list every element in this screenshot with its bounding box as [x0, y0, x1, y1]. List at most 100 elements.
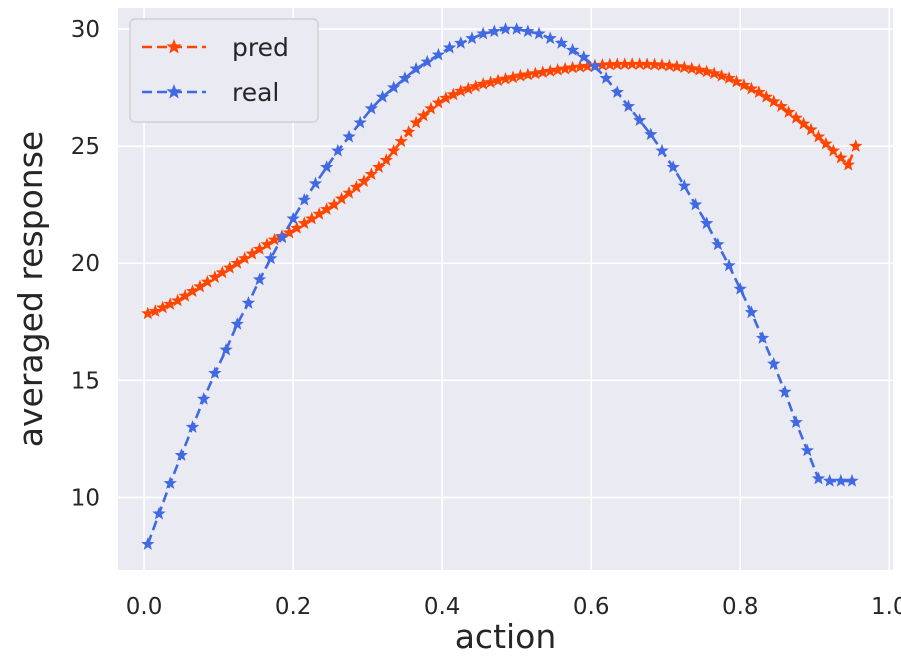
data-point-real [834, 474, 848, 487]
data-point-pred [469, 79, 483, 93]
data-point-pred [536, 65, 550, 79]
data-point-real [152, 506, 166, 520]
data-point-pred [700, 64, 714, 78]
legend-box [129, 18, 319, 123]
x-tick-label: 0.0 [126, 594, 163, 620]
data-point-pred [670, 59, 684, 73]
legend-star-pred [166, 39, 182, 54]
data-point-real [387, 80, 401, 94]
data-point-pred [849, 139, 863, 152]
data-point-pred [573, 60, 587, 73]
data-point-real [588, 59, 602, 73]
x-tick-label: 0.2 [275, 594, 312, 620]
data-point-pred [796, 116, 811, 130]
data-point-pred [267, 232, 282, 246]
x-tick-label: 0.8 [722, 594, 759, 620]
data-point-pred [476, 77, 490, 90]
data-point-real [532, 26, 546, 40]
data-point-real [510, 22, 524, 35]
data-point-pred [141, 306, 155, 320]
data-point-real [219, 342, 233, 356]
data-point-pred [193, 279, 207, 293]
data-point-real [476, 26, 490, 40]
data-point-pred [454, 84, 468, 97]
series-layer [141, 22, 863, 550]
data-point-pred [387, 143, 401, 157]
data-point-pred [580, 59, 595, 72]
data-point-pred [528, 66, 542, 80]
data-point-real [264, 251, 278, 265]
data-point-pred [215, 265, 229, 279]
series-real [141, 22, 859, 550]
data-point-pred [312, 207, 326, 220]
data-point-real [800, 443, 814, 457]
data-point-real [722, 258, 736, 272]
data-point-real [666, 160, 680, 173]
data-point-real [811, 471, 826, 485]
data-point-pred [252, 242, 267, 255]
x-tick-label: 0.4 [424, 594, 461, 620]
data-point-pred [491, 73, 505, 87]
data-point-real [554, 36, 569, 49]
data-point-pred [618, 57, 632, 70]
data-point-real [454, 36, 468, 49]
data-point-pred [647, 57, 662, 71]
data-point-real [644, 127, 658, 141]
data-point-real [342, 129, 356, 143]
data-point-real [621, 99, 636, 113]
data-point-pred [558, 61, 572, 75]
data-point-pred [640, 57, 654, 71]
series-line-real [146, 27, 853, 545]
data-point-pred [767, 94, 781, 108]
data-point-pred [662, 58, 677, 72]
y-tick-label: 25 [71, 134, 100, 160]
data-point-real [733, 282, 747, 295]
data-point-pred [819, 136, 833, 150]
data-point-real [688, 197, 703, 211]
data-point-pred [603, 57, 617, 71]
data-point-real [789, 415, 803, 429]
data-point-real [163, 476, 177, 490]
legend-entry-real: real [142, 78, 279, 107]
data-point-real [364, 101, 379, 115]
data-point-pred [238, 251, 252, 265]
data-point-pred [521, 67, 535, 81]
data-point-pred [498, 71, 513, 85]
data-point-pred [461, 81, 475, 95]
y-tick-label: 30 [71, 17, 100, 43]
data-point-pred [185, 284, 200, 297]
data-point-real [677, 178, 691, 192]
data-point-pred [565, 60, 580, 74]
data-point-pred [483, 75, 498, 89]
data-point-pred [394, 134, 408, 148]
data-point-real [197, 392, 211, 405]
tick-labels: 0.0 0.2 0.4 0.6 0.8 1.0 10 15 20 25 30 [71, 17, 901, 620]
data-point-pred [729, 74, 744, 88]
data-point-real [353, 115, 367, 129]
data-point-real [308, 176, 323, 190]
data-point-real [744, 305, 759, 319]
data-point-real [845, 474, 859, 487]
data-point-pred [178, 289, 192, 302]
data-point-real [521, 24, 535, 38]
y-tick-label: 20 [71, 251, 100, 277]
series-pred [141, 57, 863, 320]
data-point-pred [513, 68, 528, 82]
data-point-pred [290, 221, 304, 234]
data-point-real [185, 420, 200, 433]
y-tick-label: 15 [71, 368, 100, 394]
data-point-real [241, 296, 256, 309]
data-point-real [565, 43, 580, 56]
data-point-pred [334, 191, 349, 205]
data-point-real [409, 61, 423, 75]
data-point-pred [282, 225, 297, 239]
data-point-real [286, 211, 300, 225]
data-point-pred [446, 87, 460, 101]
data-point-real [778, 385, 792, 398]
data-point-pred [260, 237, 274, 251]
data-point-pred [677, 60, 691, 74]
data-point-pred [610, 57, 624, 71]
data-point-pred [551, 63, 565, 76]
data-point-real [498, 22, 513, 35]
